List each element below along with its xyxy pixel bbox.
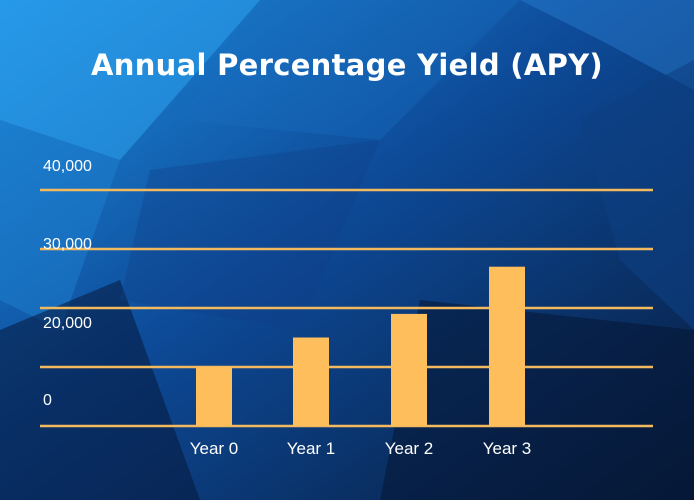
bar-year-2 <box>391 313 427 426</box>
y-tick-label: 20,000 <box>43 315 92 332</box>
x-tick-label: Year 3 <box>483 439 532 458</box>
y-tick-label: 30,000 <box>43 236 92 253</box>
x-tick-label: Year 0 <box>190 439 239 458</box>
chart-title: Annual Percentage Yield (APY) <box>91 48 603 82</box>
x-tick-label: Year 2 <box>385 439 434 458</box>
y-tick-label: 0 <box>43 392 52 409</box>
bar-year-1 <box>293 337 329 426</box>
bar-year-0 <box>196 367 232 426</box>
x-tick-label: Year 1 <box>287 439 336 458</box>
y-tick-label: 40,000 <box>43 158 92 175</box>
bar-year-3 <box>489 266 525 426</box>
